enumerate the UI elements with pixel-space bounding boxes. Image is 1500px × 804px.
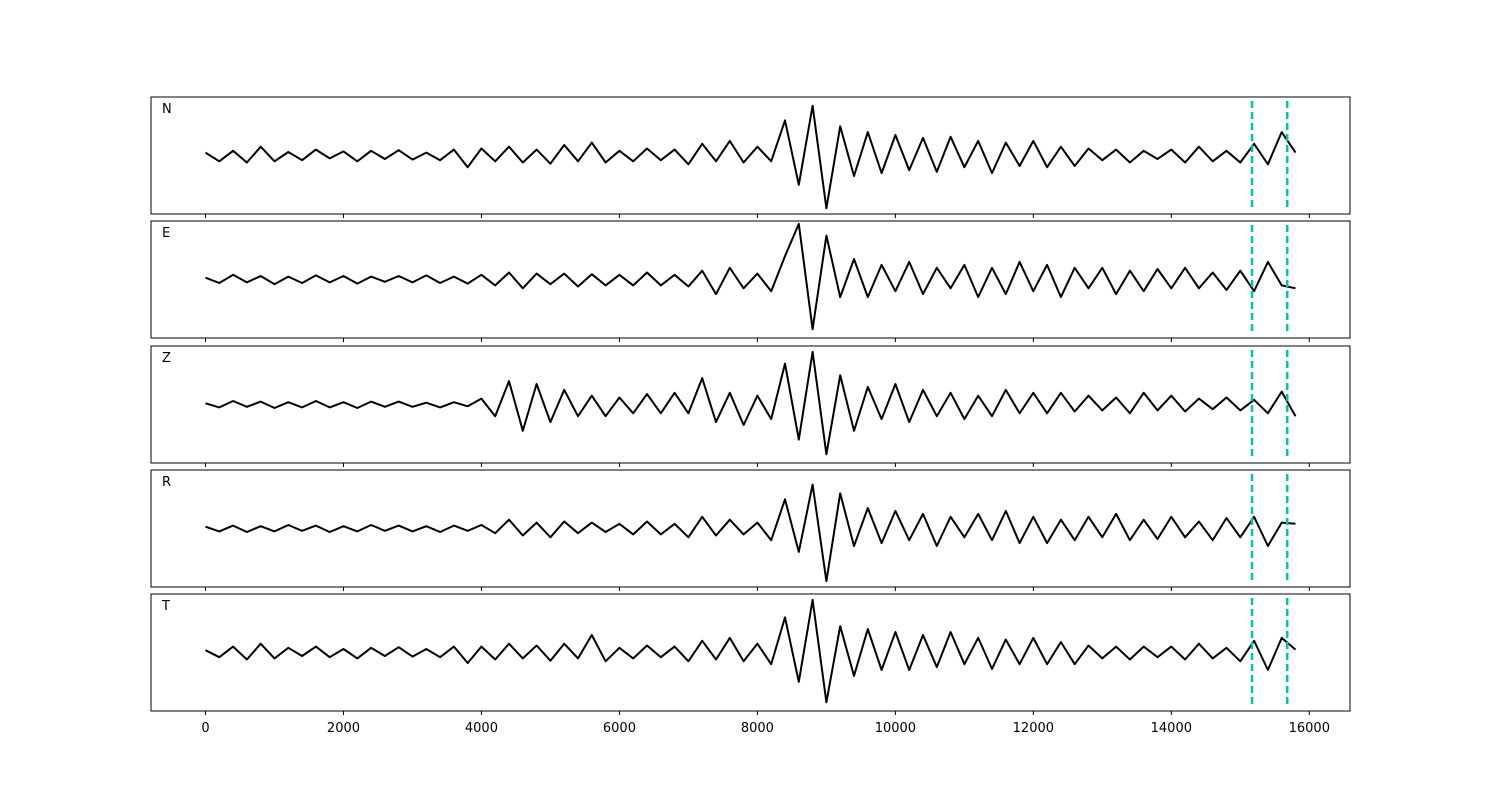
- panel-label: N: [162, 102, 172, 117]
- trace: [205, 222, 1296, 331]
- panel-label: E: [162, 226, 170, 241]
- x-tick-label: 8000: [741, 721, 774, 736]
- x-tick-label: 6000: [603, 721, 636, 736]
- panel-frame: [150, 220, 1351, 339]
- x-tick-label: 0: [201, 721, 209, 736]
- trace: [205, 350, 1297, 456]
- x-tick-label: 4000: [465, 721, 498, 736]
- x-tick-label: 12000: [1013, 721, 1054, 736]
- trace: [205, 598, 1297, 704]
- x-tick-label: 10000: [875, 721, 916, 736]
- panel-label: R: [162, 475, 171, 490]
- panel-frame: [150, 469, 1351, 588]
- panel-frame: [150, 96, 1351, 215]
- panel-label: Z: [162, 351, 171, 366]
- x-tick-label: 14000: [1151, 721, 1192, 736]
- panel-frame: [150, 345, 1351, 464]
- trace: [205, 483, 1296, 583]
- x-tick-label: 2000: [327, 721, 360, 736]
- panel-label: T: [161, 599, 170, 614]
- panel-frame: [150, 593, 1351, 712]
- x-tick-label: 16000: [1289, 721, 1330, 736]
- trace: [204, 104, 1297, 210]
